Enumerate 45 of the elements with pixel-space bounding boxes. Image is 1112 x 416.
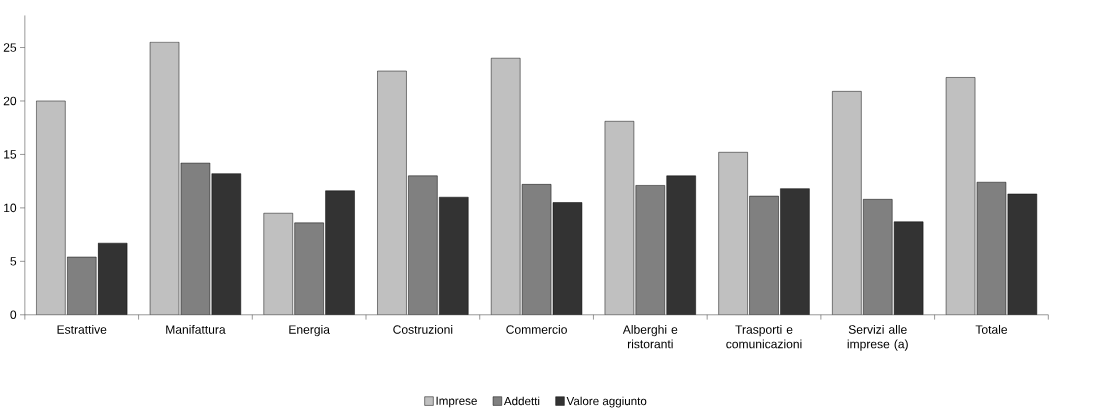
x-tick-label: Servizi alle imprese (a) <box>847 324 908 351</box>
bar <box>552 202 583 315</box>
bar <box>211 173 242 315</box>
x-tick-label: Costruzioni <box>393 324 453 334</box>
x-tick-label: Manifattura <box>166 324 226 334</box>
x-tick-label: Totale <box>975 324 1008 334</box>
bar <box>439 196 469 315</box>
legend-label: Valore aggiunto <box>566 396 647 408</box>
y-tick-label: 15 <box>4 150 17 159</box>
legend-label: Addetti <box>503 396 540 406</box>
y-tick-label: 10 <box>4 203 17 213</box>
bar <box>780 188 810 315</box>
bar <box>377 70 407 315</box>
bar <box>863 199 893 315</box>
bar <box>666 175 696 315</box>
bar <box>66 256 97 315</box>
bar <box>263 212 293 315</box>
x-tick-label: Commercio <box>506 324 567 334</box>
x-tick-label: Trasporti e comunicazioni <box>726 324 802 349</box>
bar <box>945 77 976 315</box>
y-tick-label: 25 <box>3 43 17 52</box>
bar <box>832 91 862 315</box>
bar <box>718 151 748 315</box>
bar <box>1007 193 1038 315</box>
bar <box>408 175 438 315</box>
x-tick-label: Alberghi e ristoranti <box>622 324 678 349</box>
y-tick-label: 5 <box>10 257 17 266</box>
bar <box>149 41 180 315</box>
bar <box>325 190 355 315</box>
bar <box>604 120 635 315</box>
bar <box>521 184 552 315</box>
bar <box>893 221 924 315</box>
y-tick-label: 0 <box>10 310 17 319</box>
bar <box>180 162 211 315</box>
x-tick-label: Estrattive <box>57 324 107 334</box>
bar <box>97 242 128 315</box>
bar <box>749 195 779 315</box>
y-tick-label: 20 <box>3 96 17 106</box>
bar <box>36 100 66 315</box>
bar <box>976 181 1007 315</box>
legend-label: Imprese <box>436 396 477 408</box>
bar <box>490 57 521 315</box>
bar <box>294 222 324 315</box>
x-tick-label: Energia <box>289 324 330 337</box>
bar <box>635 185 666 315</box>
